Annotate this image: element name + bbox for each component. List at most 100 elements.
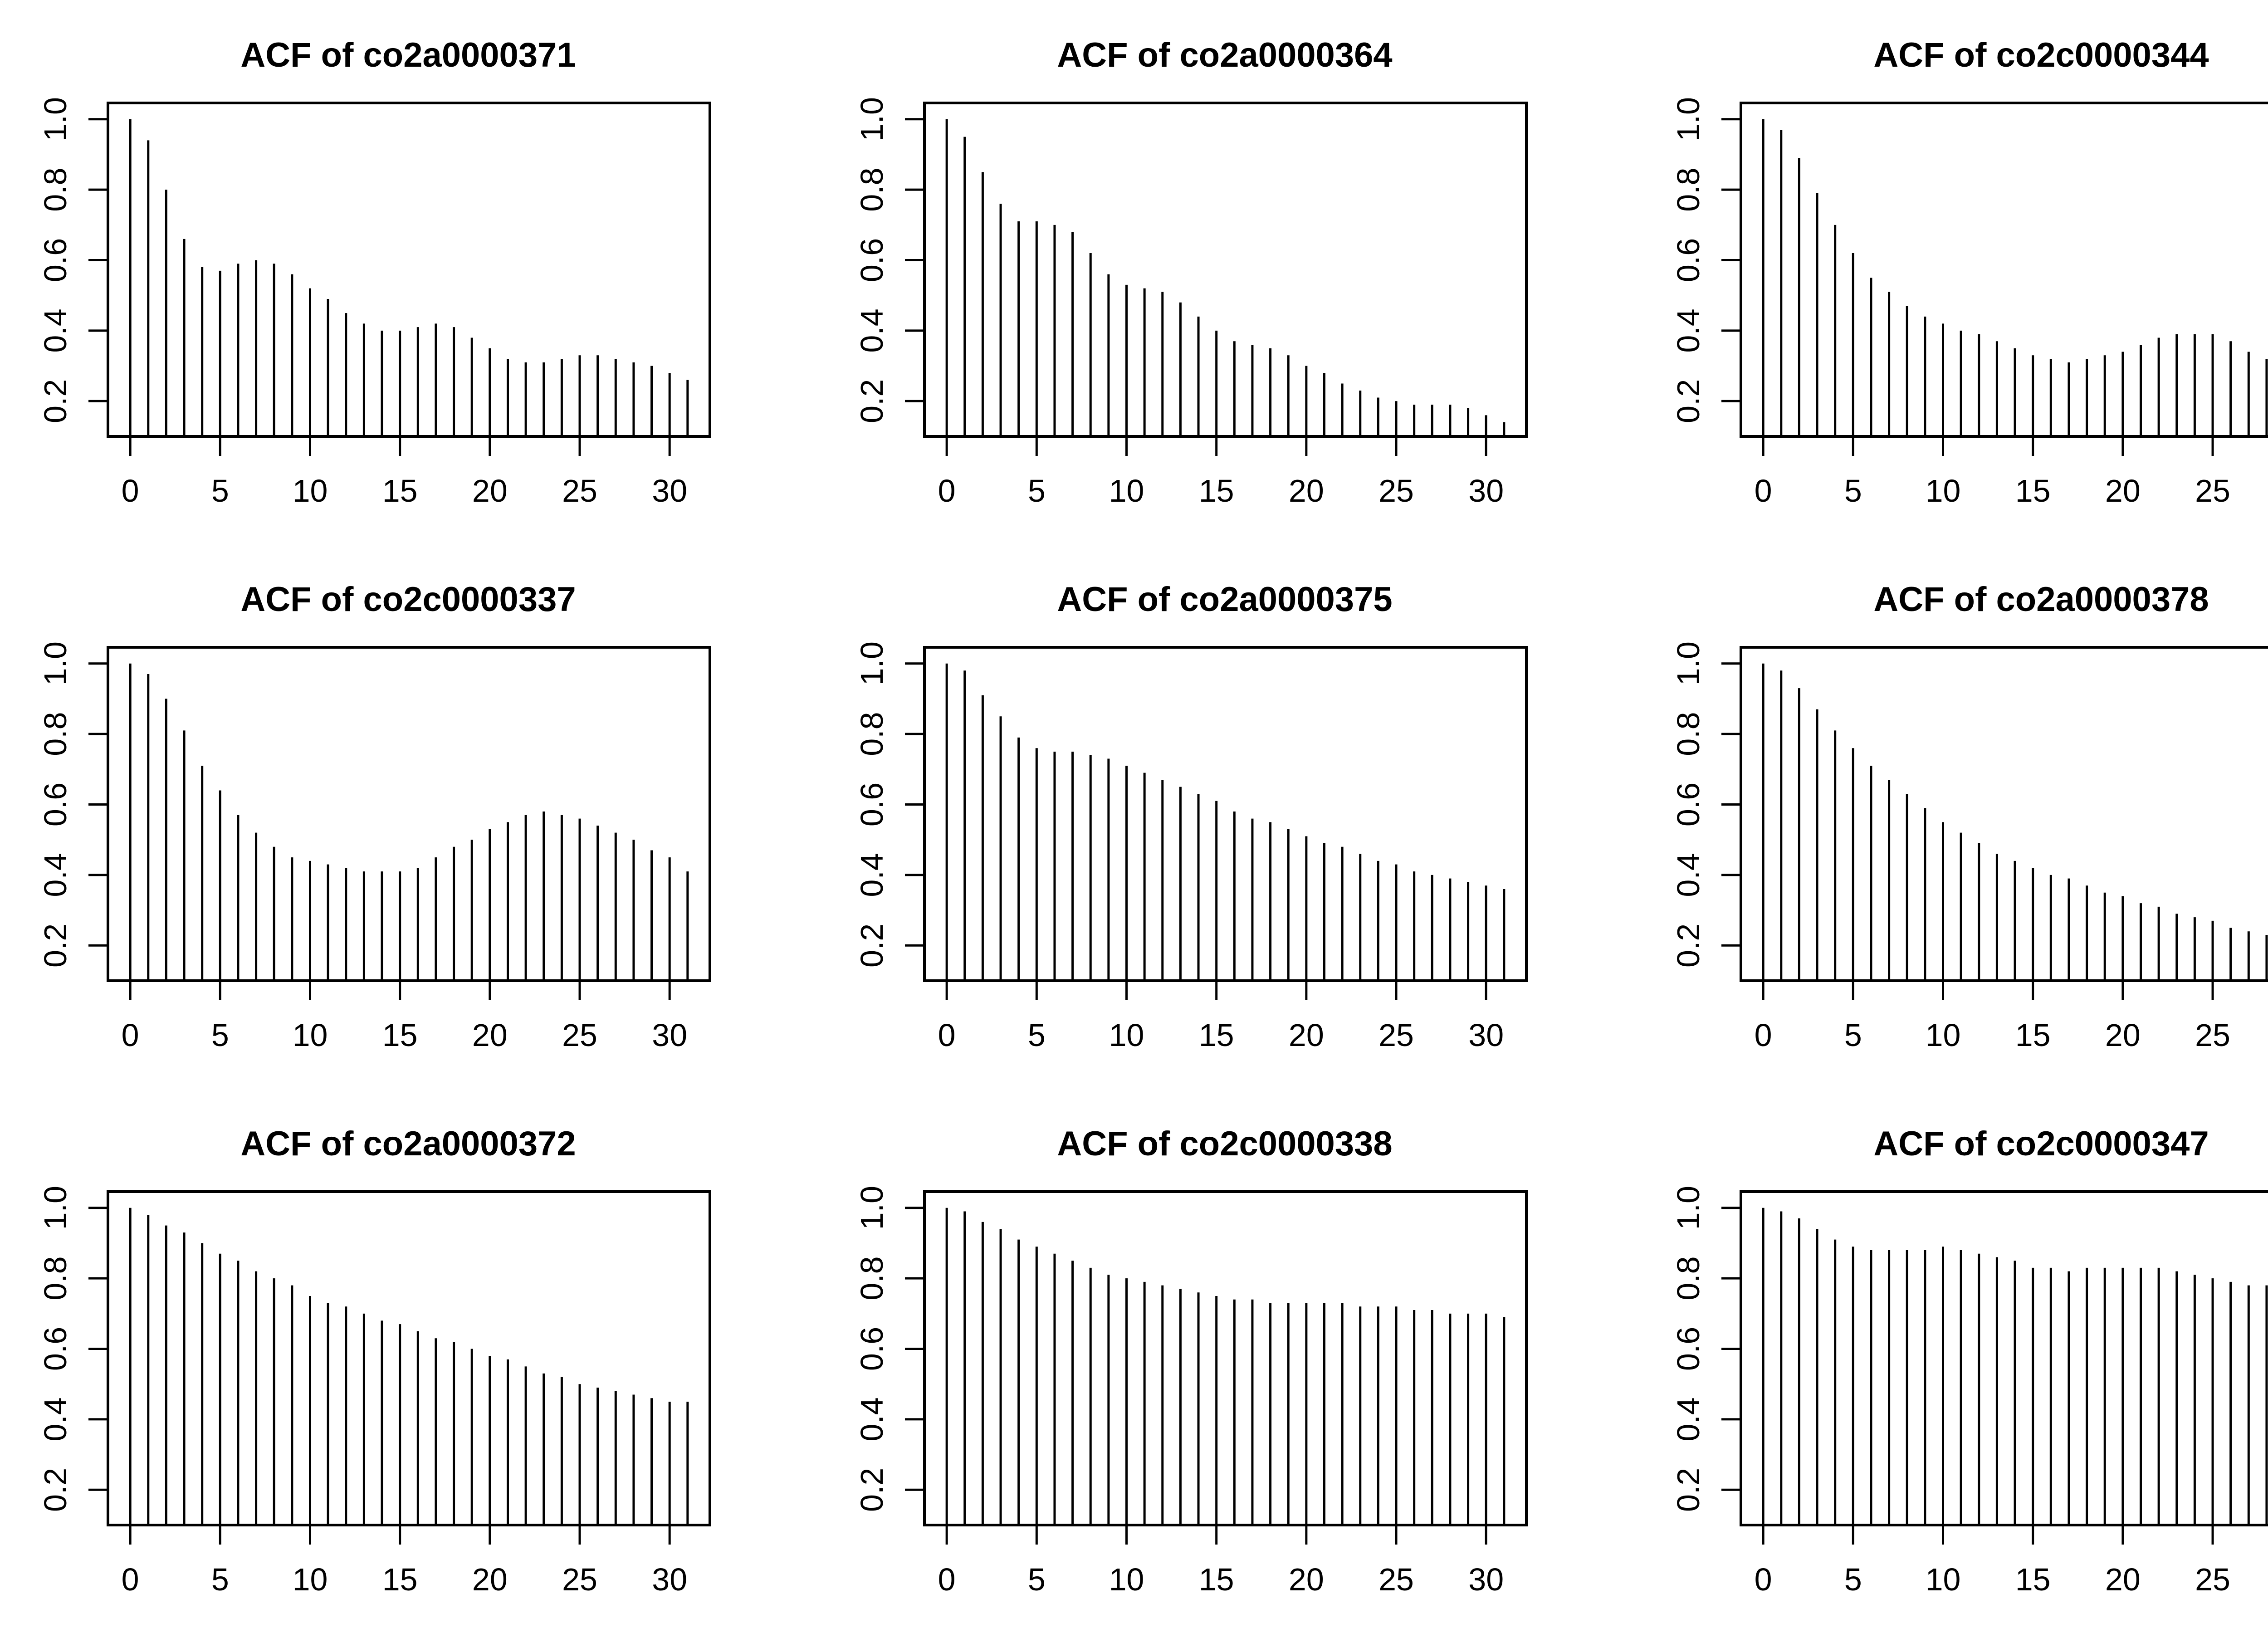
x-tick-label: 5: [1844, 1562, 1862, 1597]
x-tick-label: 5: [1844, 473, 1862, 508]
plot-box: [923, 1190, 1528, 1526]
y-tick-label: 0.4: [38, 853, 73, 897]
y-tick-label: 1.0: [38, 641, 73, 685]
x-tick-label: 15: [1199, 1562, 1234, 1597]
y-tick-label: 0.8: [854, 712, 890, 756]
plot-box: [923, 102, 1528, 438]
x-tick-label: 15: [1199, 1017, 1234, 1053]
y-tick-label: 0.4: [38, 1397, 73, 1441]
y-tick-label: 1.0: [854, 1186, 890, 1230]
x-tick-label: 10: [293, 1017, 328, 1053]
y-tick-label: 1.0: [1671, 641, 1706, 685]
x-tick-label: 0: [122, 1562, 139, 1597]
y-tick-label: 0.4: [1671, 853, 1706, 897]
x-tick-label: 15: [2015, 473, 2051, 508]
y-tick-label: 0.2: [38, 1468, 73, 1512]
plot-box: [1740, 102, 2268, 438]
x-tick-label: 5: [211, 1017, 229, 1053]
x-tick-label: 20: [2105, 1562, 2141, 1597]
x-tick-label: 0: [938, 473, 956, 508]
plot-box: [107, 1190, 711, 1526]
plot-title: ACF of co2c0000337: [240, 580, 576, 619]
acf-plot-cell-3: ACF of co2c0000344 0510152025300.20.40.6…: [1633, 0, 2268, 544]
x-tick-label: 25: [1378, 473, 1414, 508]
acf-plot-cell-6: ACF of co2a0000378 0510152025300.20.40.6…: [1633, 544, 2268, 1089]
x-tick-label: 0: [938, 1017, 956, 1053]
y-tick-label: 0.8: [38, 167, 73, 211]
x-tick-label: 5: [1028, 473, 1046, 508]
plot-title: ACF of co2c0000344: [1873, 36, 2209, 74]
y-tick-label: 0.4: [1671, 1397, 1706, 1441]
y-tick-label: 0.6: [854, 782, 890, 826]
x-tick-label: 30: [1468, 1562, 1504, 1597]
y-tick-label: 1.0: [854, 97, 890, 141]
x-tick-label: 10: [1926, 1017, 1961, 1053]
x-tick-label: 20: [472, 473, 508, 508]
x-tick-label: 15: [2015, 1017, 2051, 1053]
plot-title: ACF of co2a0000372: [240, 1125, 576, 1163]
x-tick-label: 5: [1844, 1017, 1862, 1053]
plot-title: ACF of co2a0000378: [1873, 580, 2209, 619]
x-tick-label: 10: [293, 473, 328, 508]
plot-box: [923, 646, 1528, 982]
x-tick-label: 10: [1109, 473, 1144, 508]
x-tick-label: 0: [122, 1017, 139, 1053]
x-tick-label: 15: [382, 1562, 418, 1597]
acf-plot-cell-8: ACF of co2c0000338 0 5 10 15 20 25 30 0.2 0.4 0.6…: [816, 1089, 1633, 1633]
acf-plot-cell-5: ACF of co2a0000375 0 5 10 15 20 25 30 0.2 0.4 0.6…: [816, 544, 1633, 1089]
x-tick-label: 15: [382, 473, 418, 508]
plot-title: ACF of co2c0000347: [1873, 1125, 2209, 1163]
y-tick-label: 0.8: [854, 1256, 890, 1300]
y-tick-label: 0.8: [38, 712, 73, 756]
y-tick-label: 1.0: [854, 641, 890, 685]
x-tick-label: 25: [562, 473, 597, 508]
x-tick-label: 20: [472, 1017, 508, 1053]
y-tick-label: 0.6: [1671, 238, 1706, 282]
x-tick-label: 0: [1755, 1017, 1772, 1053]
x-tick-label: 10: [1926, 1562, 1961, 1597]
x-tick-label: 25: [2195, 1562, 2230, 1597]
y-tick-label: 0.4: [38, 308, 73, 352]
acf-plot-cell-7: ACF of co2a0000372 0 5 10 15 20 25 30 0.2 0.4 0.6…: [0, 1089, 816, 1633]
plot-title: ACF of co2a0000364: [1057, 36, 1393, 74]
y-tick-label: 0.4: [854, 308, 890, 352]
x-tick-label: 0: [122, 473, 139, 508]
x-tick-label: 30: [652, 1562, 687, 1597]
x-tick-label: 20: [2105, 1017, 2141, 1053]
x-tick-label: 5: [1028, 1017, 1046, 1053]
x-tick-label: 20: [2105, 473, 2141, 508]
x-tick-label: 25: [1378, 1562, 1414, 1597]
plot-title: ACF of co2a0000371: [240, 36, 576, 74]
x-tick-label: 15: [1199, 473, 1234, 508]
x-tick-label: 20: [472, 1562, 508, 1597]
y-tick-label: 0.8: [1671, 712, 1706, 756]
x-tick-label: 10: [1926, 473, 1961, 508]
acf-plot-cell-4: ACF of co2c0000337 0 5 10 15 20 25 30 0.2 0.4 0.6…: [0, 544, 816, 1089]
y-tick-label: 1.0: [1671, 97, 1706, 141]
y-tick-label: 1.0: [1671, 1186, 1706, 1230]
x-tick-label: 15: [2015, 1562, 2051, 1597]
y-tick-label: 0.2: [1671, 379, 1706, 423]
y-tick-label: 0.2: [854, 1468, 890, 1512]
y-tick-label: 0.6: [1671, 1327, 1706, 1371]
y-tick-label: 0.2: [38, 379, 73, 423]
plot-box: [1740, 1190, 2268, 1526]
y-tick-label: 0.4: [854, 1397, 890, 1441]
y-tick-label: 0.2: [38, 924, 73, 968]
x-tick-label: 30: [652, 1017, 687, 1053]
x-tick-label: 25: [2195, 473, 2230, 508]
acf-plot-cell-2: ACF of co2a0000364 0 5 10 15 20 25 30 0.2 0.4 0.6…: [816, 0, 1633, 544]
y-tick-label: 0.2: [1671, 1468, 1706, 1512]
y-tick-label: 0.6: [854, 1327, 890, 1371]
y-tick-label: 1.0: [38, 97, 73, 141]
y-tick-label: 0.6: [854, 238, 890, 282]
x-tick-label: 0: [938, 1562, 956, 1597]
